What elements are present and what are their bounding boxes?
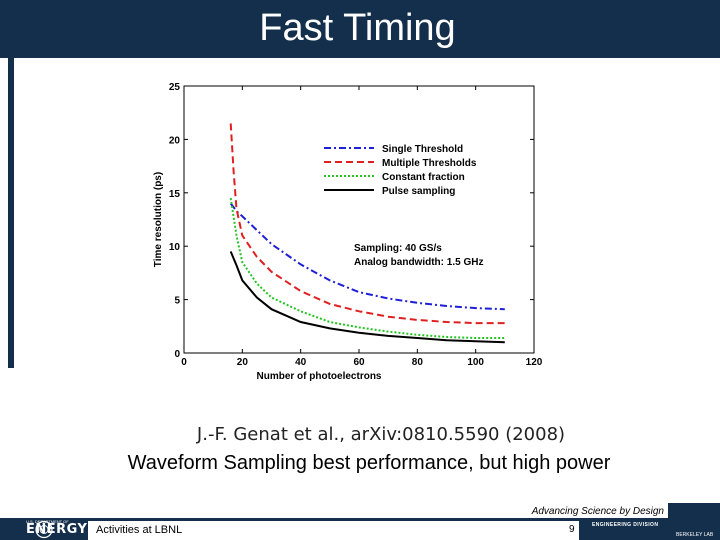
plot-frame [183, 85, 535, 354]
y-tick-label: 0 [174, 349, 180, 360]
y-tick-label: 15 [169, 189, 181, 200]
series-line-single-threshold [229, 202, 505, 311]
y-tick-label: 20 [169, 135, 181, 146]
footer-text: Activities at LBNL [96, 524, 183, 536]
series-line-pulse-sampling [229, 251, 505, 344]
legend-label: Constant fraction [382, 172, 465, 183]
series-line-constant-fraction [229, 197, 505, 339]
chart-annotation: Sampling: 40 GS/s [354, 243, 442, 254]
berkeley-lab-label: BERKELEY LAB [676, 532, 714, 538]
y-tick-label: 10 [169, 242, 181, 253]
y-tick-label: 25 [169, 82, 181, 93]
x-tick-label: 40 [295, 357, 307, 368]
page-number: 9 [569, 524, 575, 535]
x-tick-label: 120 [526, 357, 543, 368]
x-axis-label: Number of photoelectrons [256, 371, 381, 382]
slide-caption: Waveform Sampling best performance, but … [127, 452, 611, 474]
citation: J.-F. Genat et al., arXiv:0810.5590 (200… [196, 424, 566, 445]
title-bar [0, 0, 720, 58]
slide-title: Fast Timing [259, 7, 456, 49]
x-tick-label: 80 [412, 357, 424, 368]
legend-label: Single Threshold [382, 144, 463, 155]
doe-label: ENERGY [26, 522, 88, 537]
series-line-multiple-thresholds [229, 123, 505, 325]
footer-text-box [88, 521, 579, 540]
timing-resolution-chart: 0 20 40 60 80 100 120 0 5 10 15 20 25 Number of photo… [153, 82, 543, 382]
legend-label: Pulse sampling [382, 186, 455, 197]
x-tick-label: 20 [237, 357, 249, 368]
tagline: Advancing Science by Design [531, 506, 664, 517]
chart-annotation: Analog bandwidth: 1.5 GHz [354, 257, 483, 268]
left-accent-bar [8, 58, 14, 368]
legend-label: Multiple Thresholds [382, 158, 477, 169]
x-tick-label: 0 [181, 357, 187, 368]
y-tick-label: 5 [174, 296, 180, 307]
x-tick-label: 60 [353, 357, 365, 368]
x-tick-label: 100 [467, 357, 484, 368]
doe-logo-icon [35, 520, 53, 539]
engineering-division-label: ENGINEERING DIVISION [592, 522, 659, 528]
doe-department-label: U.S. DEPARTMENT OF [26, 519, 69, 524]
y-axis-label: Time resolution (ps) [153, 172, 164, 267]
berkeley-lab-logo-icon [668, 503, 720, 540]
